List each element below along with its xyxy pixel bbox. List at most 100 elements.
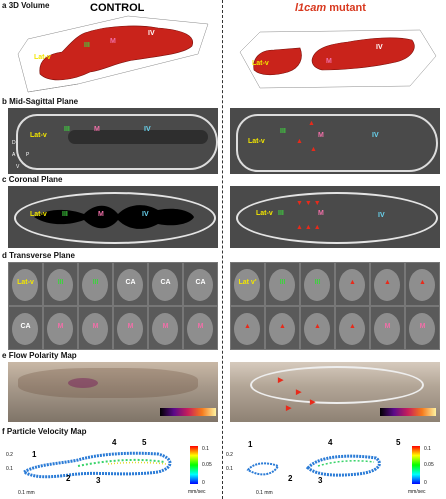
a-control-m: M [110, 38, 116, 45]
mutant-gene-name: l1cam [295, 2, 327, 14]
panel-d-label: d Transverse Plane [2, 251, 75, 260]
f-control-units: mm/sec [188, 489, 206, 495]
panel-c-mutant-image [230, 186, 440, 248]
f-control-ytick-2: 0.1 [6, 466, 13, 472]
d-control-thumb-8-label: M [57, 323, 64, 330]
e-mutant-arrow-1: ▶ [278, 377, 284, 384]
c-mutant-arrow-2: ▲ ▲ ▲ [296, 224, 321, 231]
d-mutant-thumb-7: ▲ [230, 306, 265, 350]
d-control-thumb-6-label: CA [195, 279, 206, 286]
mutant-column-title: l1cam mutant [295, 2, 366, 14]
b-control-iv: IV [144, 126, 151, 133]
f-mutant-num-1: 1 [248, 440, 253, 449]
d-mutant-thumb-4-marker: ▲ [349, 279, 356, 286]
f-mutant-units: mm/sec [408, 489, 426, 495]
f-control-cb-bot: 0 [202, 480, 205, 486]
d-mutant-thumb-10-marker: ▲ [349, 323, 356, 330]
c-control-m: M [98, 211, 104, 218]
d-mutant-thumb-5: ▲ [370, 262, 405, 306]
panel-d-letter: d [2, 251, 7, 260]
d-control-thumb-12: M [183, 306, 218, 350]
d-mutant-thumb-5-marker: ▲ [384, 279, 391, 286]
d-mutant-thumb-6: ▲ [405, 262, 440, 306]
f-control-colorbar [190, 446, 198, 484]
c-mutant-lat-v: Lat-v [256, 210, 273, 217]
d-control-thumb-11: M [148, 306, 183, 350]
b-mutant-lat-v: Lat-v [248, 138, 265, 145]
d-control-thumb-4-label: CA [125, 279, 136, 286]
f-mutant-num-5: 5 [396, 438, 401, 447]
c-mutant-arrow-1: ▼ ▼ ▼ [296, 200, 321, 207]
panel-e-title: Flow Polarity Map [8, 351, 77, 360]
f-control-num-4: 4 [112, 438, 117, 447]
f-mutant-num-3: 3 [318, 476, 323, 485]
d-mutant-thumb-11: M [370, 306, 405, 350]
f-mutant-colorbar [412, 446, 420, 484]
e-mutant-arrow-3: ▶ [310, 399, 316, 406]
f-mutant-cb-bot: 0 [424, 480, 427, 486]
d-control-thumb-1: Lat-v [8, 262, 43, 306]
f-control-ytick-1: 0.2 [6, 452, 13, 458]
column-divider [222, 0, 223, 499]
panel-e-control-image [8, 362, 218, 422]
panel-e-label: e Flow Polarity Map [2, 351, 77, 360]
c-control-lat-v: Lat-v [30, 211, 47, 218]
b-mutant-m: M [318, 132, 324, 139]
b-compass-v: V [16, 164, 20, 170]
panel-f-title: Particle Velocity Map [6, 427, 87, 436]
d-mutant-thumb-2-label: III [279, 279, 286, 286]
c-mutant-m: M [318, 210, 324, 217]
panel-b-letter: b [2, 97, 7, 106]
b-compass-d: D [12, 140, 16, 146]
e-mutant-arrow-4: ▶ [286, 405, 292, 412]
d-mutant-thumb-6-marker: ▲ [419, 279, 426, 286]
d-control-thumb-3: III [78, 262, 113, 306]
panel-b-label: b Mid-Sagittal Plane [2, 97, 78, 106]
f-control-cb-mid: 0.05 [202, 462, 212, 468]
d-control-thumb-6: CA [183, 262, 218, 306]
panel-c-control-image [8, 186, 218, 248]
b-compass-a: A [12, 152, 16, 158]
panel-a-mutant-3d [239, 29, 437, 89]
f-control-num-1: 1 [32, 450, 37, 459]
c-control-iii: III [62, 211, 68, 218]
f-control-num-2: 2 [66, 474, 71, 483]
d-control-thumb-8: M [43, 306, 78, 350]
d-control-thumb-2-label: III [57, 279, 64, 286]
d-control-thumb-5: CA [148, 262, 183, 306]
f-control-num-3: 3 [96, 476, 101, 485]
d-control-thumb-10-label: M [127, 323, 134, 330]
d-mutant-thumb-7-marker: ▲ [244, 323, 251, 330]
c-mutant-iii: III [278, 210, 284, 217]
e-control-colorbar [160, 408, 216, 416]
a-mutant-m: M [326, 58, 332, 65]
d-control-thumb-2: III [43, 262, 78, 306]
b-control-lat-v: Lat-v [30, 132, 47, 139]
panel-c-title: Coronal Plane [8, 175, 63, 184]
c-mutant-iv: IV [378, 212, 385, 219]
b-control-iii: III [64, 126, 70, 133]
panel-f-letter: f [2, 427, 5, 436]
panel-f-label: f Particle Velocity Map [2, 427, 87, 436]
d-mutant-thumb-11-label: M [384, 323, 391, 330]
d-control-thumb-7-label: CA [20, 323, 31, 330]
d-mutant-thumb-1-label: Lat v' [238, 279, 257, 286]
d-mutant-thumb-12: M [405, 306, 440, 350]
f-mutant-cb-top: 0.1 [424, 446, 431, 452]
e-mutant-arrow-2: ▶ [296, 389, 302, 396]
f-control-cb-top: 0.1 [202, 446, 209, 452]
d-mutant-thumb-1: Lat v' [230, 262, 265, 306]
d-control-thumb-9: M [78, 306, 113, 350]
d-control-thumb-3-label: III [92, 279, 99, 286]
b-mutant-arrow-2: ▲ [296, 138, 303, 145]
b-mutant-arrow-3: ▲ [310, 146, 317, 153]
d-mutant-thumb-9: ▲ [300, 306, 335, 350]
d-mutant-thumb-3-label: III [314, 279, 321, 286]
panel-b-title: Mid-Sagittal Plane [9, 97, 79, 106]
d-control-thumb-5-label: CA [160, 279, 171, 286]
panel-c-letter: c [2, 175, 7, 184]
c-control-iv: IV [142, 211, 149, 218]
e-mutant-colorbar [380, 408, 436, 416]
d-control-thumb-4: CA [113, 262, 148, 306]
d-mutant-thumb-10: ▲ [335, 306, 370, 350]
